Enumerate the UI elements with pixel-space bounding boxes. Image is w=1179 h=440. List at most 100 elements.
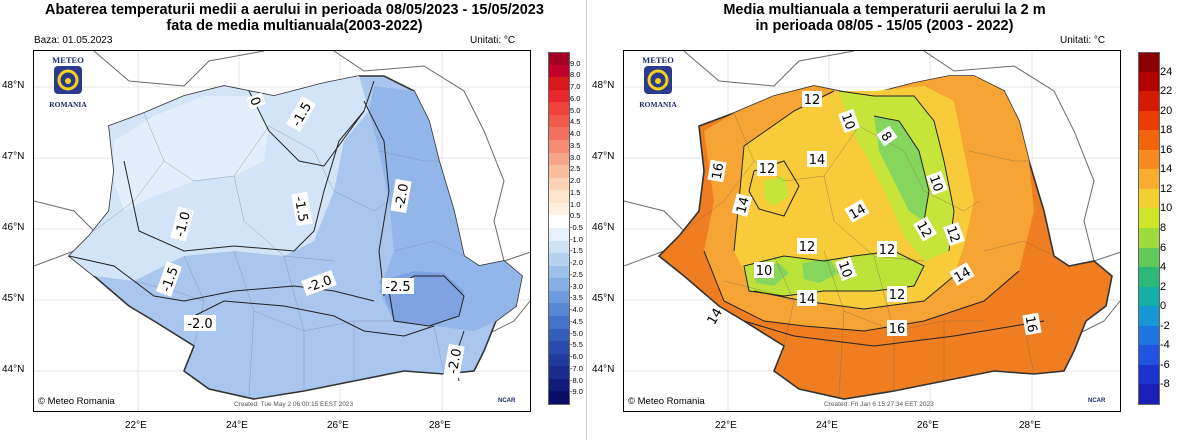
colorbar-label: 3.5 bbox=[570, 140, 581, 150]
colorbar-swatch bbox=[548, 240, 570, 254]
contour-label: -2.0 bbox=[393, 182, 412, 210]
contour-label: -1.5 bbox=[291, 195, 310, 223]
colorbar-label: 6 bbox=[1160, 241, 1167, 254]
colorbar-label: -4.5 bbox=[570, 316, 583, 326]
anomaly-map-canvas: 0 -1.5 -1.0 -1.5 -2.0 -1.5 -2.0 -2.0 -2.… bbox=[34, 51, 530, 411]
meteo-romania-logo: METEO ROMANIA bbox=[639, 55, 677, 109]
contour-label: -2.0 bbox=[446, 347, 465, 375]
colorbar-label: -7.0 bbox=[570, 363, 583, 373]
colorbar-swatch bbox=[548, 114, 570, 128]
colorbar-label: 8 bbox=[1160, 222, 1167, 234]
meteo-romania-logo: METEO ROMANIA bbox=[49, 55, 87, 109]
colorbar-swatch bbox=[548, 316, 570, 329]
lon-label: 26°E bbox=[917, 420, 939, 431]
colorbar-label: 4 bbox=[1160, 261, 1167, 274]
colorbar-swatch bbox=[548, 341, 570, 354]
colorbar-swatch bbox=[548, 215, 570, 228]
anomaly-map-frame: 0 -1.5 -1.0 -1.5 -2.0 -1.5 -2.0 -2.0 -2.… bbox=[33, 50, 531, 412]
lat-label: 47°N bbox=[2, 151, 25, 162]
colorbar-swatch bbox=[1138, 325, 1160, 346]
climatology-map-subtitle: in perioada 08/05 - 15/05 (2003 - 2022) bbox=[755, 18, 1014, 34]
lon-label: 24°E bbox=[226, 420, 248, 431]
colorbar-swatch bbox=[1138, 247, 1160, 268]
colorbar-swatch bbox=[548, 265, 570, 279]
colorbar-label: 0.5 bbox=[570, 211, 581, 221]
units-label: Unitati: °C bbox=[470, 35, 516, 46]
colorbar-label: 5.0 bbox=[570, 105, 581, 115]
contour-label: 12 bbox=[943, 224, 963, 245]
panel-divider bbox=[586, 0, 587, 440]
colorbar-swatch bbox=[1138, 208, 1160, 228]
colorbar-swatch bbox=[548, 378, 570, 392]
ncar-logo: NCAR bbox=[498, 398, 516, 404]
colorbar-swatch bbox=[548, 102, 570, 115]
anomaly-map-panel: Abaterea temperaturii medii a aerului in… bbox=[0, 0, 589, 440]
colorbar-label: -4 bbox=[1160, 339, 1170, 352]
contour-label: 14 bbox=[734, 195, 753, 215]
lon-label: 28°E bbox=[1019, 420, 1041, 431]
colorbar-swatch bbox=[1138, 384, 1160, 405]
colorbar-label: 8.0 bbox=[570, 70, 581, 80]
contour-label: 10 bbox=[926, 173, 946, 194]
created-label: Created: Tue May 2 06:00:15 EEST 2023 bbox=[234, 401, 354, 408]
lon-label: 22°E bbox=[125, 420, 147, 431]
lat-label: 44°N bbox=[592, 364, 615, 375]
colorbar-label: -9.0 bbox=[570, 387, 583, 397]
contour-label: -1.0 bbox=[173, 210, 194, 238]
cold-pocket-center bbox=[802, 259, 839, 283]
colorbar-label: -2 bbox=[1160, 319, 1170, 332]
colorbar-label: 12 bbox=[1160, 182, 1173, 195]
lat-label: 45°N bbox=[592, 293, 615, 304]
colorbar-label: -1.5 bbox=[570, 246, 583, 256]
colorbar-swatch bbox=[548, 253, 570, 266]
colorbar-label: 6.0 bbox=[570, 93, 581, 103]
lat-label: 47°N bbox=[592, 151, 615, 162]
anomaly-contour-labels: 0 -1.5 -1.0 -1.5 -2.0 -1.5 -2.0 -2.0 -2.… bbox=[156, 92, 465, 379]
colorbar-swatch bbox=[1138, 110, 1160, 131]
colorbar-swatch bbox=[1138, 306, 1160, 326]
colorbar-label: 22 bbox=[1160, 85, 1173, 98]
colorbar-swatch bbox=[548, 366, 570, 379]
colorbar-swatch bbox=[1138, 364, 1160, 385]
colorbar-swatch bbox=[548, 278, 570, 291]
colorbar-label: 2 bbox=[1160, 280, 1167, 293]
climatology-map-canvas: 12 10 8 16 12 14 14 14 10 12 12 10 10 12… bbox=[624, 51, 1120, 411]
base-date-label: Baza: 01.05.2023 bbox=[34, 35, 113, 46]
colorbar-swatch bbox=[548, 290, 570, 304]
units-label: Unitati: °C bbox=[1060, 35, 1106, 46]
lon-label: 28°E bbox=[429, 420, 451, 431]
colorbar-swatch bbox=[548, 64, 570, 78]
cool-pocket-north bbox=[764, 176, 789, 206]
anomaly-contours bbox=[68, 80, 465, 382]
lon-label: 26°E bbox=[327, 420, 349, 431]
colorbar-swatch bbox=[548, 353, 570, 367]
colorbar-label: 20 bbox=[1160, 104, 1173, 117]
deep-anomaly-zone bbox=[369, 86, 522, 331]
contour-label: -2.0 bbox=[187, 317, 212, 332]
colorbar-label: -1.0 bbox=[570, 234, 583, 244]
county-borders bbox=[93, 112, 465, 397]
colorbar-label: -4.0 bbox=[570, 305, 583, 315]
colorbar-label: 9.0 bbox=[570, 58, 581, 68]
contour-label: 10 bbox=[838, 111, 858, 132]
colorbar-swatch bbox=[548, 89, 570, 103]
credit-label: © Meteo Romania bbox=[38, 396, 115, 407]
climatology-map-title: Media multianuala a temperaturii aerului… bbox=[723, 2, 1046, 18]
colorbar-label: 24 bbox=[1160, 65, 1173, 78]
colorbar-swatch bbox=[548, 303, 570, 316]
lat-label: 48°N bbox=[2, 80, 25, 91]
colorbar-label: 1.5 bbox=[570, 187, 581, 197]
colorbar-label: -5.0 bbox=[570, 328, 583, 338]
colorbar-swatch bbox=[1138, 71, 1160, 92]
lat-label: 48°N bbox=[592, 80, 615, 91]
neighbour-borders bbox=[34, 51, 530, 342]
colorbar-label: 4.0 bbox=[570, 129, 581, 139]
colorbar-label: 2.5 bbox=[570, 164, 581, 174]
colorbar-label: 3.0 bbox=[570, 152, 581, 162]
ncar-logo: NCAR bbox=[1088, 398, 1106, 404]
colorbar-swatch bbox=[548, 190, 570, 203]
colorbar-label: -3.5 bbox=[570, 293, 583, 303]
contour-label: 16 bbox=[889, 322, 906, 337]
colorbar-swatch bbox=[548, 140, 570, 153]
temperature-contours bbox=[703, 90, 1045, 347]
